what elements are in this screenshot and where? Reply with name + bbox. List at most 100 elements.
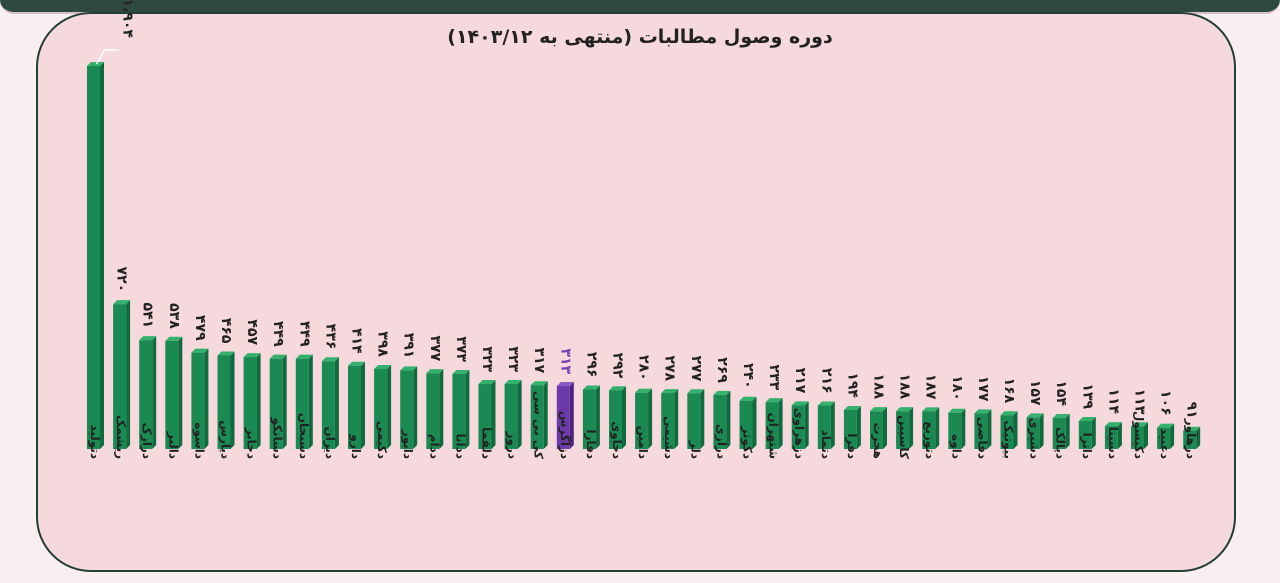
- bar: [1000, 415, 1014, 449]
- bar-top: [896, 407, 914, 412]
- value-label: ۲۱۶: [818, 368, 834, 394]
- value-label: ۴۴۹: [296, 321, 312, 347]
- category-label: ددام: [426, 434, 441, 459]
- bar-group: [217, 351, 235, 449]
- bar-side: [622, 386, 626, 449]
- bar-side: [935, 407, 940, 449]
- bar: [321, 361, 335, 449]
- bar-group: [478, 380, 496, 449]
- bar-top: [191, 348, 209, 353]
- category-label: دارو: [348, 433, 363, 459]
- bar-group: [1104, 422, 1122, 449]
- bar-side: [700, 389, 705, 449]
- bar-group: [348, 361, 365, 449]
- bar-top: [478, 380, 496, 385]
- bar-top: [1157, 423, 1175, 428]
- bar-top: [374, 364, 392, 369]
- bar: [217, 355, 231, 449]
- bar-top: [87, 62, 104, 66]
- bar-group: [974, 409, 992, 449]
- bar: [739, 400, 753, 449]
- bar: [426, 373, 440, 449]
- value-label: ۲۹۶: [583, 352, 599, 378]
- bar: [452, 373, 466, 449]
- value-label: ۳۷۷: [427, 336, 443, 362]
- bar-side: [491, 380, 496, 449]
- category-label: دکیمی: [375, 421, 389, 459]
- bar-top: [1000, 411, 1018, 416]
- bar: [556, 386, 570, 449]
- value-label: ۱۳۹: [1079, 383, 1095, 409]
- bar-top: [1104, 422, 1122, 427]
- bar: [896, 411, 910, 449]
- bar-group: [87, 62, 104, 449]
- bar-side: [674, 389, 679, 449]
- category-label: درازی: [714, 424, 728, 459]
- category-label: دکوثر: [740, 425, 755, 459]
- bar-top: [765, 398, 783, 403]
- category-label: دفرا: [845, 433, 859, 459]
- value-label: ۵۳۸: [166, 303, 182, 329]
- bar-top: [870, 407, 887, 412]
- value-label: ۴۴۹: [270, 321, 286, 347]
- value-label: ۱۱۴: [1105, 388, 1121, 414]
- value-label: ۳۱۷: [531, 348, 547, 374]
- value-label: ۱۸۸: [897, 374, 913, 400]
- category-label: شتهران: [767, 413, 781, 459]
- category-label: دروز: [505, 431, 520, 459]
- bar-group: [687, 389, 705, 449]
- category-label: دشیری: [1028, 418, 1042, 459]
- bar-group: [165, 336, 183, 449]
- bar-side: [517, 380, 522, 449]
- value-label: ۱۸۰: [949, 375, 965, 401]
- bar-side: [334, 357, 339, 449]
- category-label: داسوه: [191, 422, 206, 459]
- value-label: ۲۸۰: [636, 355, 652, 381]
- bar-top: [269, 354, 287, 359]
- value-label: ۳۱۳: [557, 348, 573, 374]
- value-label: ۵۴۱: [140, 303, 156, 329]
- value-label: ۱۹۴: [844, 372, 860, 398]
- bar-top: [948, 408, 966, 413]
- category-label: دسینا: [1106, 427, 1120, 459]
- category-label: دزاگرس: [558, 411, 572, 459]
- bar-top: [791, 401, 809, 406]
- bar: [1078, 421, 1092, 449]
- bar-group: [426, 369, 444, 449]
- bar-side: [1013, 411, 1018, 449]
- category-label: دجابر: [245, 427, 259, 459]
- bar-top: [348, 361, 365, 366]
- bar-top: [609, 386, 626, 391]
- bar-group: [295, 354, 313, 449]
- value-label: ۱۵۷: [1027, 380, 1043, 406]
- category-label: دسبحان: [297, 413, 311, 459]
- value-label: ۳۷۳: [453, 336, 469, 362]
- bar-side: [1091, 417, 1096, 449]
- bar-side: [230, 351, 235, 449]
- value-label: ۱،۹۰۴: [120, 0, 136, 38]
- category-label: دالبر: [166, 431, 180, 459]
- bar-top: [243, 353, 261, 358]
- value-label: ۲۹۲: [610, 353, 626, 379]
- bar: [295, 358, 309, 449]
- bar-side: [126, 300, 131, 449]
- bar-top: [817, 401, 835, 406]
- bar-side: [152, 336, 157, 449]
- bar: [1157, 427, 1171, 449]
- bar-side: [100, 62, 104, 449]
- bar-side: [1170, 423, 1175, 449]
- category-label: دتوزیع: [922, 421, 937, 459]
- value-label: ۲۷۷: [688, 356, 704, 382]
- bar-side: [465, 369, 470, 449]
- bar-side: [1117, 422, 1122, 449]
- bar: [974, 413, 988, 449]
- bar-group: [191, 348, 209, 449]
- value-label: ۴۶۵: [218, 318, 234, 344]
- bar-top: [713, 390, 731, 395]
- bar-top: [556, 382, 574, 387]
- category-label: ددانا: [453, 434, 467, 459]
- value-label: ۴۱۴: [349, 328, 365, 354]
- bar-group: [739, 396, 757, 449]
- value-label: ۳۲۳: [479, 346, 495, 372]
